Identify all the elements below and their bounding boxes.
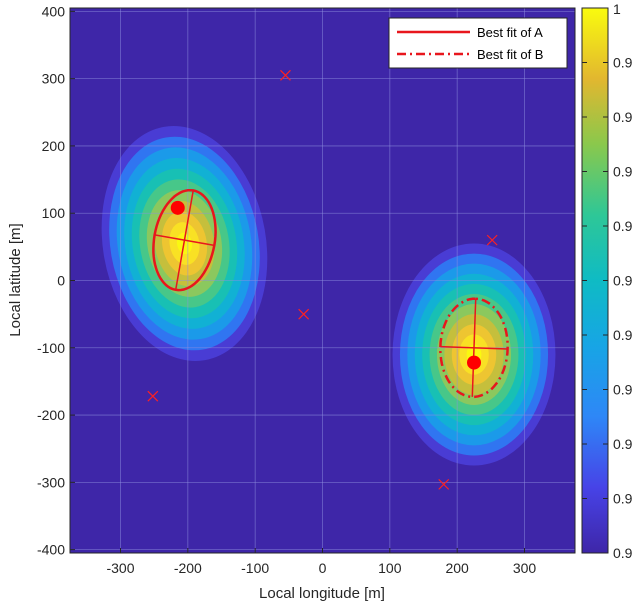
x-tick-label-4: 100 [378,560,402,576]
x-tick-label-2: -100 [241,560,269,576]
y-tick-label-2: -200 [37,407,65,423]
x-tick-label-1: -200 [174,560,202,576]
colorbar-tick-label-7: 0.9 [613,382,633,398]
x-marker-stroke-b-3 [147,390,159,402]
x-marker-stroke-b-1 [486,234,498,246]
colorbar-tick-label-9: 0.9 [613,491,633,507]
overlays [147,69,509,490]
fit-ellipse-group-B [439,297,509,399]
red-dot-1 [467,355,481,370]
x-marker-stroke-b-2 [298,308,310,320]
x-tick-label-6: 300 [513,560,537,576]
colorbar-ticks: 1 0.9 0.9 0.9 0.9 0.9 0.9 0.9 0.9 0.9 0.9 [582,1,633,561]
colorbar-tick-label-6: 0.9 [613,327,633,343]
y-tick-label-4: 0 [57,273,65,289]
x-marker-3 [147,390,159,402]
y-tick-label-6: 200 [42,138,66,154]
legend-label-a: Best fit of A [477,25,543,40]
colorbar-tick-label-1: 0.9 [613,55,633,71]
minor-axis-B [440,345,508,350]
colorbar-tick-label-2: 0.9 [613,109,633,125]
x-marker-4 [438,478,450,490]
colorbar-tick-label-0: 1 [613,1,621,17]
y-tick-label-8: 400 [42,3,66,19]
axis-ticks: -300 -200 -100 0 100 200 300 -400 -300 -200 -100 0 1… [37,3,536,576]
red-dot-0 [170,200,185,215]
x-tick-label-0: -300 [106,560,134,576]
colorbar-tick-label-5: 0.9 [613,273,633,289]
legend-box [388,17,568,69]
y-tick-label-1: -300 [37,474,65,490]
x-marker-stroke-b-4 [438,478,450,490]
x-tick-label-3: 0 [319,560,327,576]
x-marker-stroke-b-0 [280,69,291,81]
colorbar-tick-label-8: 0.9 [613,436,633,452]
x-marker-1 [486,234,498,246]
y-tick-label-7: 300 [42,71,66,87]
fit-ellipse-group-A [152,188,217,292]
y-axis-label: Local latitude [m] [7,223,24,336]
minor-axis-A [154,234,215,247]
x-marker-2 [298,308,310,320]
y-tick-label-0: -400 [37,542,65,558]
colorbar-tick-label-3: 0.9 [613,164,633,180]
y-tick-label-3: -100 [37,340,65,356]
y-tick-label-5: 100 [42,205,66,221]
colorbar-tick-label-10: 0.9 [613,545,633,561]
legend: Best fit of A Best fit of B [388,17,568,69]
legend-label-b: Best fit of B [477,47,543,62]
fit-ellipse-B [439,297,509,399]
x-tick-label-5: 200 [445,560,469,576]
colorbar: 1 0.9 0.9 0.9 0.9 0.9 0.9 0.9 0.9 0.9 0.9 [581,1,633,561]
x-axis-label: Local longitude [m] [259,585,385,602]
x-marker-0 [280,69,291,81]
colorbar-tick-label-4: 0.9 [613,218,633,234]
